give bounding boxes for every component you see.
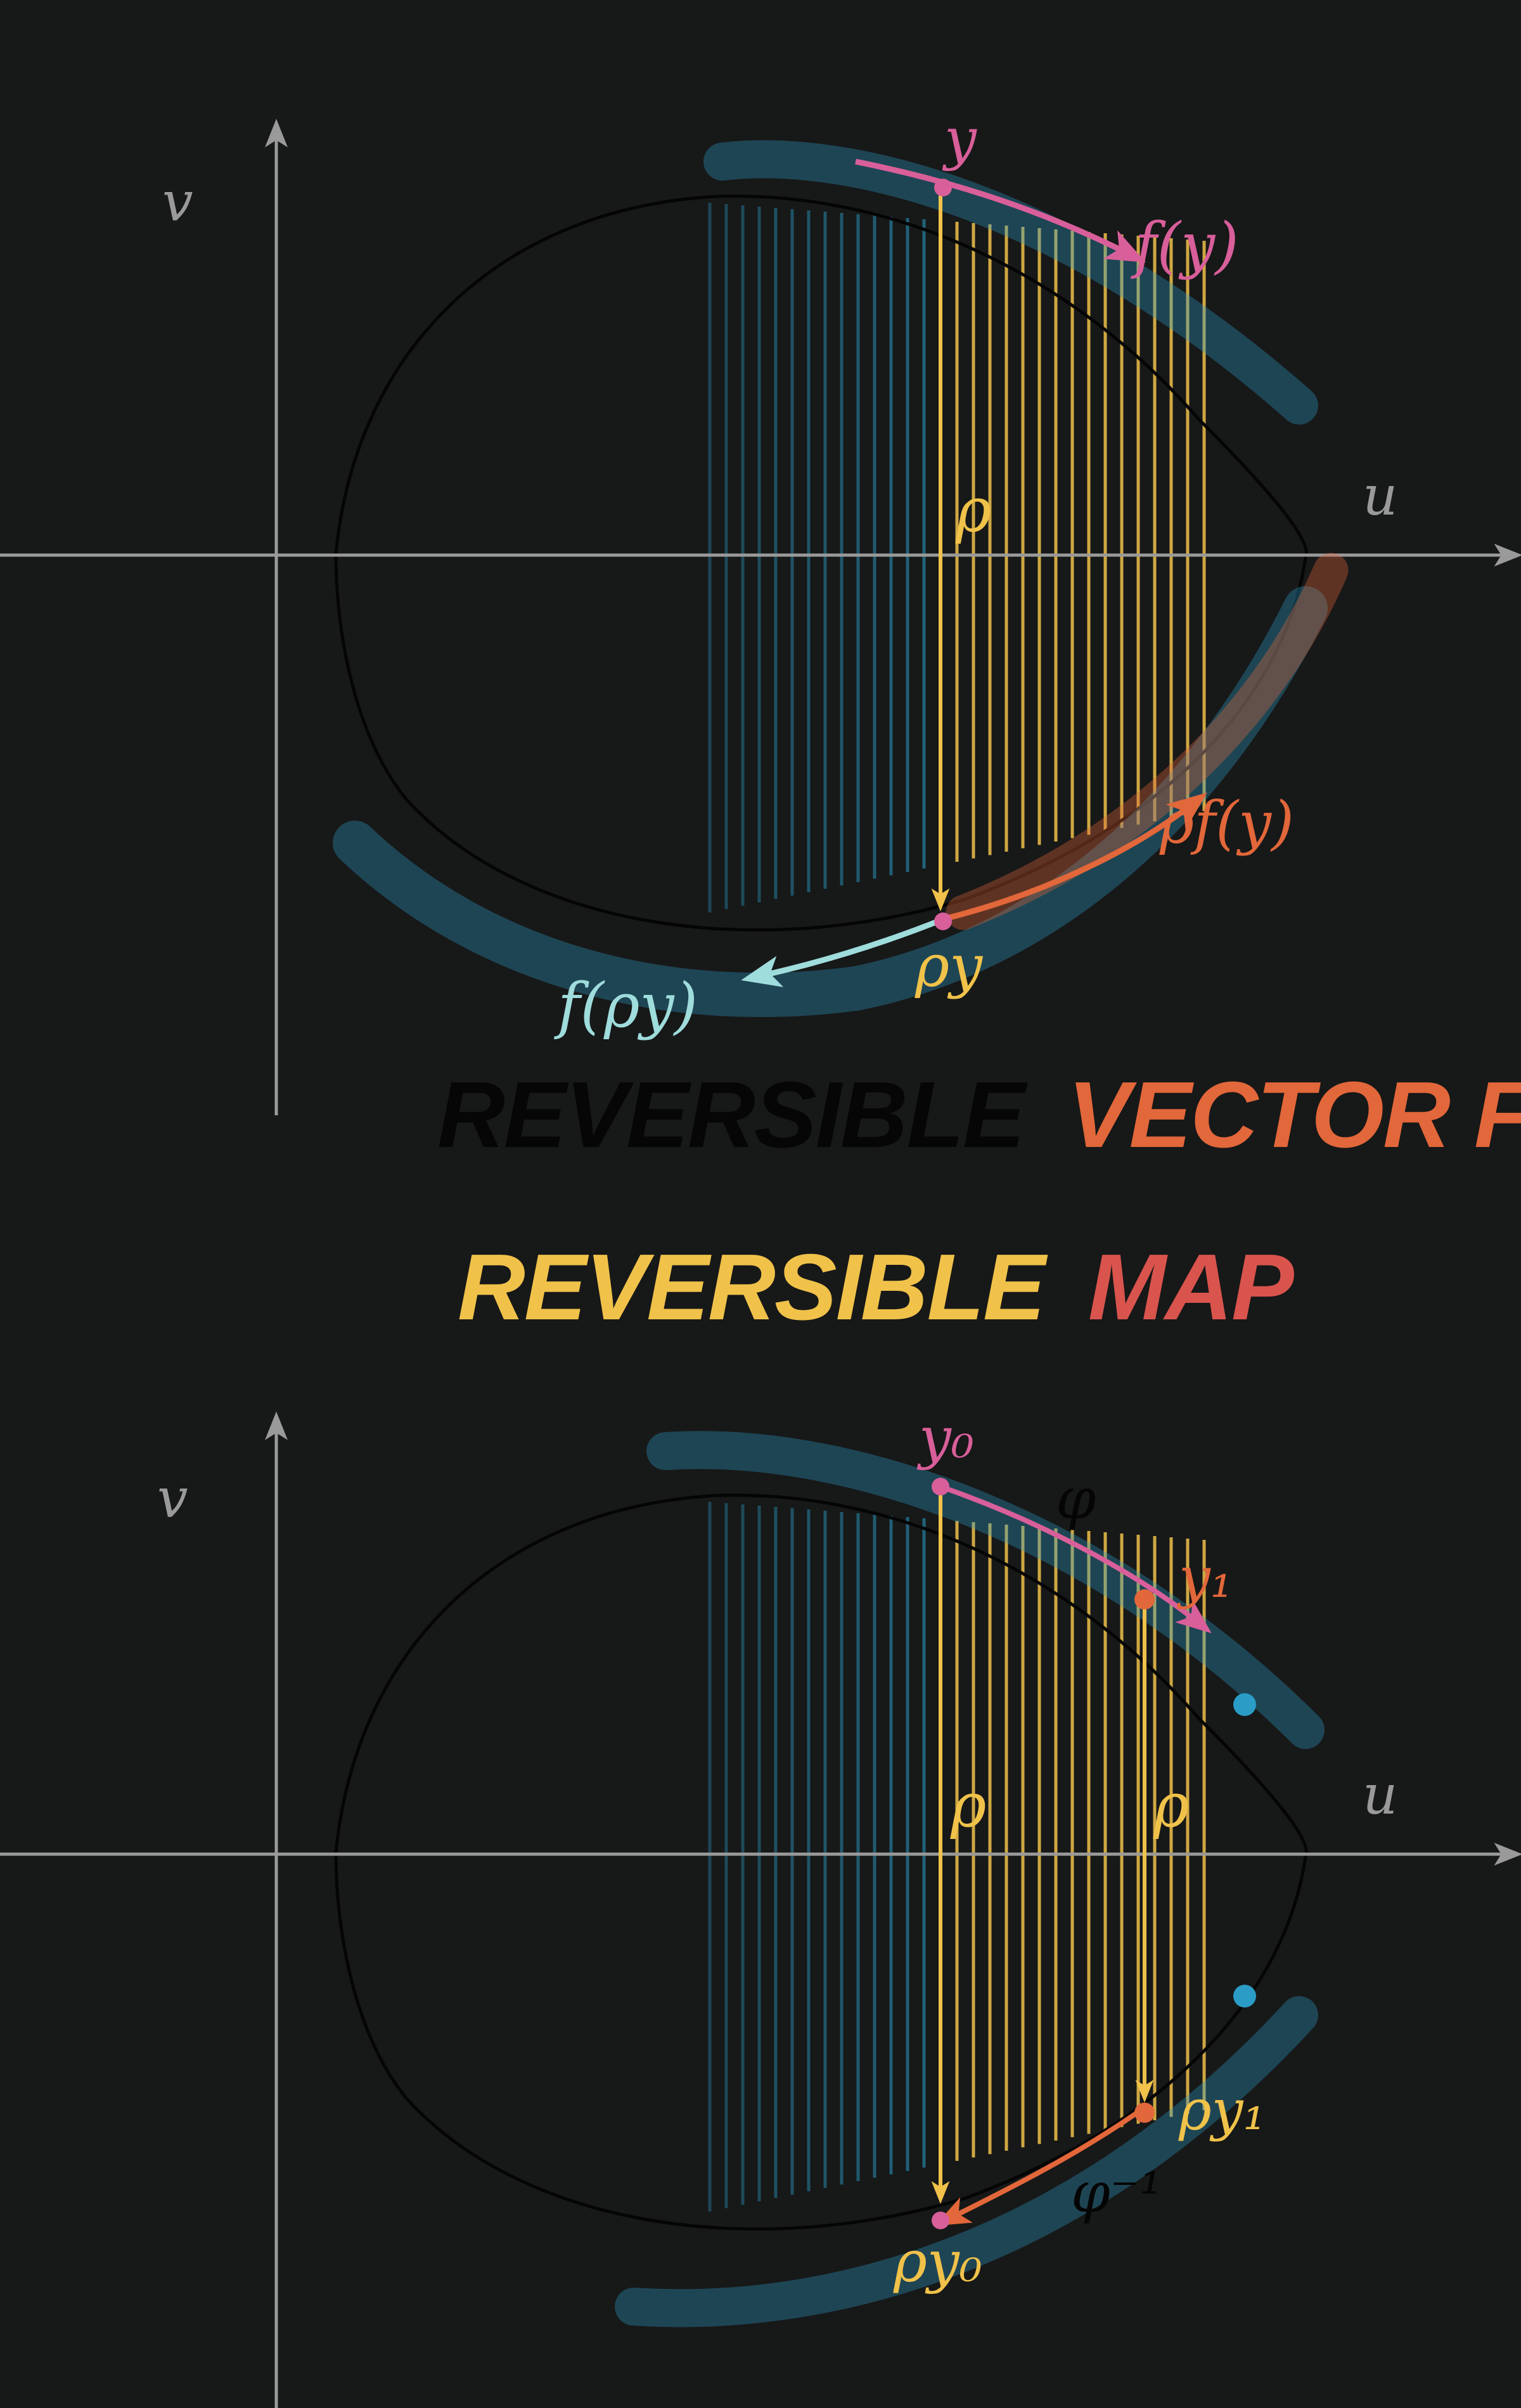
bottom-y0-label: y₀ <box>916 1405 974 1471</box>
bottom-point-rho-y0 <box>932 2212 949 2229</box>
bottom-phi-arrow <box>939 1484 1212 1634</box>
top-rho-fy-arrow <box>943 792 1207 922</box>
bottom-u-axis-label: u <box>1363 1764 1397 1827</box>
top-rho-y-label: ρy <box>915 932 983 1000</box>
bottom-point-phi-y1 <box>1233 1693 1256 1716</box>
title-reversible-1: REVERSIBLE <box>437 1063 1028 1167</box>
top-rho-label: ρ <box>955 475 991 546</box>
bottom-v-axis-label: v <box>157 1467 188 1530</box>
title-map: MAP <box>1088 1235 1294 1340</box>
bottom-vertical-lines <box>708 1502 1206 2212</box>
top-v-axis-label: v <box>162 170 193 234</box>
top-u-axis-label: u <box>1363 464 1397 528</box>
bottom-point-rho-y1 <box>1134 2103 1155 2123</box>
top-vertical-lines <box>708 203 1206 913</box>
bottom-y1-label: y₁ <box>1176 1545 1233 1610</box>
top-y-label: y <box>942 106 977 172</box>
title-line1: REVERSIBLE VECTOR FIELD <box>437 1063 1521 1167</box>
top-fy-arrow <box>855 158 1146 263</box>
bottom-point-rho-phi <box>1233 1985 1256 2008</box>
top-rho-fy-label: ρf(y) <box>1159 789 1294 857</box>
bottom-blue-band-lower <box>615 1996 1318 2328</box>
title-vector-field: VECTOR FIELD <box>1068 1063 1521 1167</box>
bottom-phi-inverse-label: φ⁻¹ <box>1071 2160 1162 2225</box>
top-point-y <box>934 179 952 196</box>
bottom-point-y0 <box>932 1478 949 1495</box>
bottom-phi-label: φ <box>1056 1466 1096 1532</box>
bottom-blue-band-upper <box>646 1431 1325 1749</box>
top-fy-label: f(y) <box>1131 210 1239 281</box>
bottom-rho-label-right: ρ <box>1153 1770 1189 1841</box>
top-blue-band-lower <box>333 586 1328 1018</box>
top-f-rho-y-label: f(ρy) <box>554 970 698 1041</box>
title-line2: REVERSIBLE MAP <box>458 1235 1294 1340</box>
title-reversible-2: REVERSIBLE <box>458 1235 1048 1340</box>
bottom-phi-inverse-arrow <box>934 2108 1143 2226</box>
bottom-point-y1 <box>1134 1589 1155 1610</box>
bottom-orbit-curve <box>334 1493 1308 2231</box>
bottom-rho-label-left: ρ <box>950 1770 986 1841</box>
bottom-rho-y1-label: ρy₁ <box>1178 2077 1266 2142</box>
titles: REVERSIBLE VECTOR FIELD REVERSIBLE MAP <box>437 1063 1521 1340</box>
top-red-band <box>946 553 1349 930</box>
top-orbit-curve <box>334 194 1308 932</box>
bottom-rho-y0-label: ρy₀ <box>893 2229 982 2295</box>
top-point-rho-y <box>934 913 952 930</box>
top-panel: u v y f(y) ρ ρf(y) ρy f(ρy) <box>0 106 1521 1115</box>
top-blue-band-upper <box>703 140 1318 425</box>
top-f-rho-y-arrow <box>741 916 946 987</box>
bottom-panel: u v y₀ φ y₁ ρ ρ ρy₁ φ⁻¹ ρy₀ <box>0 1405 1521 2408</box>
